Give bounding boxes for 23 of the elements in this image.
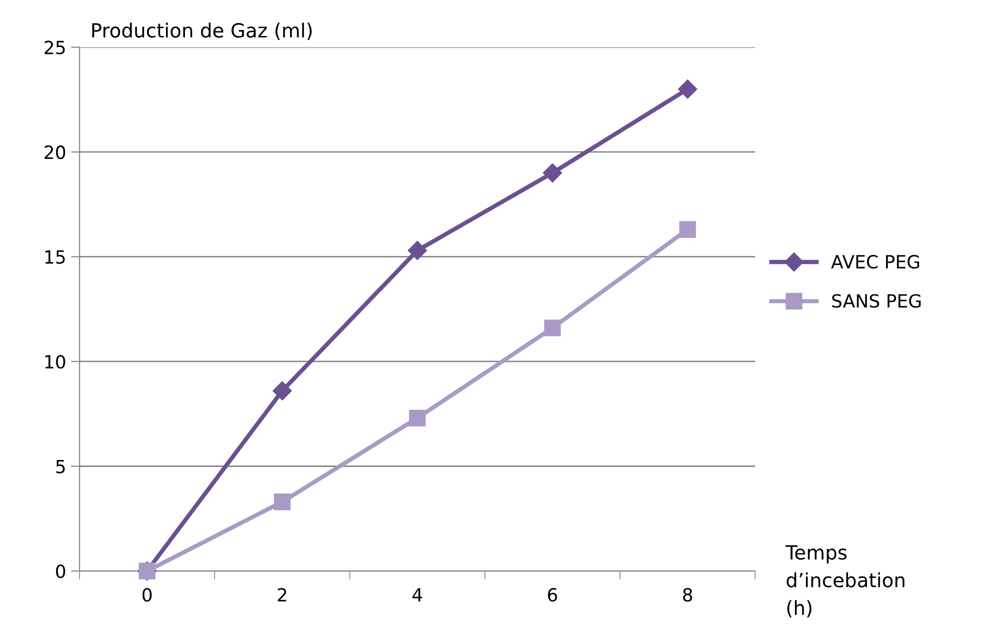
- x-tick-label: 4: [412, 588, 422, 602]
- point: [544, 320, 561, 336]
- point: [679, 221, 696, 238]
- x-tick-label: 6: [548, 588, 558, 602]
- point: [272, 381, 292, 400]
- point: [542, 163, 562, 182]
- point: [408, 240, 427, 260]
- point: [409, 410, 426, 426]
- y-tick-label: 0: [56, 564, 66, 578]
- legend-label: AVEC PEG: [831, 254, 920, 269]
- point: [678, 80, 698, 99]
- y-tick-label: 5: [56, 460, 65, 474]
- y-tick-label: 25: [44, 40, 65, 54]
- y-tick-label: 10: [45, 354, 66, 369]
- y-tick-label: 20: [44, 145, 66, 160]
- x-tick-label: 8: [683, 588, 692, 602]
- x-tick-label: 2: [278, 588, 286, 602]
- y-tick-label: 15: [45, 250, 65, 264]
- legend-label: SANS PEG: [832, 294, 921, 308]
- x-axis-title: Temps d’incebation (h): [786, 545, 904, 618]
- y-axis-title: Production de Gaz (ml): [92, 22, 312, 40]
- x-tick-label: 0: [142, 588, 152, 602]
- point: [274, 494, 291, 510]
